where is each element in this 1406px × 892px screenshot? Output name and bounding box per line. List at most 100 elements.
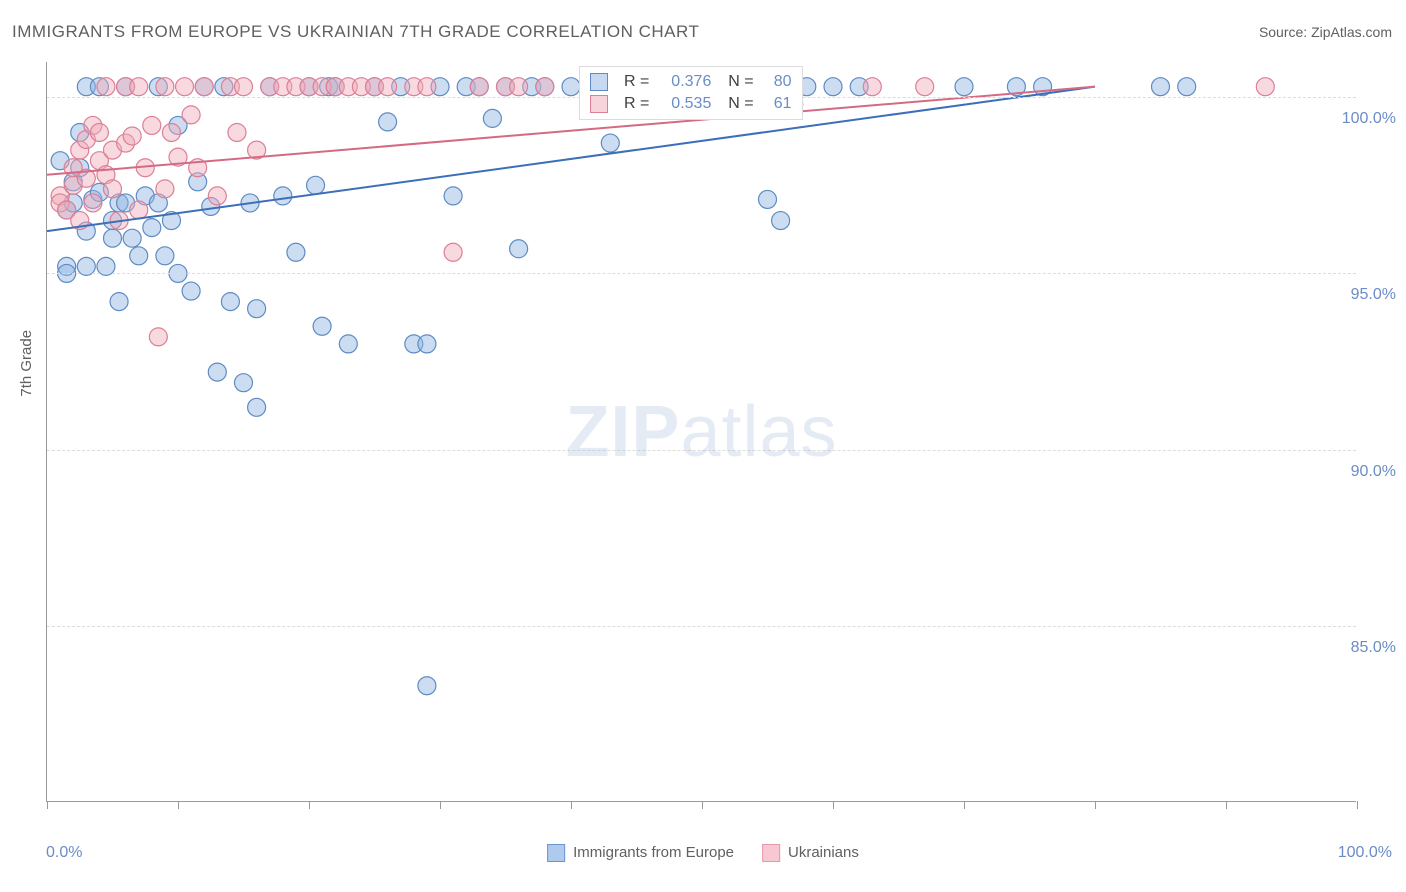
stats-legend: R = 0.376 N = 80R = 0.535 N = 61 [579,66,803,120]
x-tick [964,801,965,809]
data-point[interactable] [123,229,141,247]
data-point[interactable] [235,374,253,392]
data-point[interactable] [418,335,436,353]
data-point[interactable] [1256,78,1274,96]
data-point[interactable] [307,176,325,194]
x-tick [833,801,834,809]
data-point[interactable] [90,123,108,141]
data-point[interactable] [863,78,881,96]
data-point[interactable] [562,78,580,96]
legend-item: Immigrants from Europe [547,844,734,862]
y-tick-label: 85.0% [1351,639,1396,657]
x-axis-min-label: 0.0% [46,844,82,862]
y-tick-label: 95.0% [1351,286,1396,304]
data-point[interactable] [208,187,226,205]
plot-area: ZIPatlas R = 0.376 N = 80R = 0.535 N = 6… [46,62,1356,802]
n-value: 80 [762,73,792,91]
source-link[interactable]: ZipAtlas.com [1311,24,1392,40]
data-point[interactable] [772,212,790,230]
chart-title: IMMIGRANTS FROM EUROPE VS UKRAINIAN 7TH … [12,22,699,42]
r-label: R = [624,95,649,113]
y-tick-label: 90.0% [1351,463,1396,481]
legend-swatch [762,844,780,862]
data-point[interactable] [418,78,436,96]
x-tick [178,801,179,809]
legend-label: Ukrainians [788,844,859,861]
data-point[interactable] [130,247,148,265]
data-point[interactable] [104,180,122,198]
data-point[interactable] [130,78,148,96]
data-point[interactable] [162,123,180,141]
data-point[interactable] [1152,78,1170,96]
data-point[interactable] [536,78,554,96]
data-point[interactable] [955,78,973,96]
data-point[interactable] [444,187,462,205]
data-point[interactable] [444,243,462,261]
data-point[interactable] [313,317,331,335]
data-point[interactable] [248,398,266,416]
data-point[interactable] [221,293,239,311]
data-point[interactable] [84,194,102,212]
n-value: 61 [762,95,792,113]
y-tick-label: 100.0% [1342,110,1396,128]
n-label: N = [719,95,753,113]
stats-row: R = 0.535 N = 61 [590,93,792,115]
data-point[interactable] [379,78,397,96]
data-point[interactable] [339,335,357,353]
data-point[interactable] [156,247,174,265]
legend-swatch [590,95,608,113]
scatter-svg [47,62,1356,801]
trend-line [47,87,1095,231]
legend-swatch [547,844,565,862]
n-label: N = [719,73,753,91]
data-point[interactable] [248,300,266,318]
x-tick [440,801,441,809]
data-point[interactable] [759,190,777,208]
data-point[interactable] [195,78,213,96]
r-label: R = [624,73,649,91]
data-point[interactable] [130,201,148,219]
data-point[interactable] [274,187,292,205]
data-point[interactable] [510,240,528,258]
data-point[interactable] [97,78,115,96]
data-point[interactable] [287,243,305,261]
x-tick [47,801,48,809]
data-point[interactable] [1178,78,1196,96]
data-point[interactable] [208,363,226,381]
source-label: Source: [1259,24,1311,40]
data-point[interactable] [235,78,253,96]
data-point[interactable] [182,106,200,124]
source-attribution: Source: ZipAtlas.com [1259,24,1392,40]
data-point[interactable] [601,134,619,152]
data-point[interactable] [470,78,488,96]
x-tick [1095,801,1096,809]
data-point[interactable] [182,282,200,300]
data-point[interactable] [123,127,141,145]
gridline-h [47,450,1356,451]
series-legend: Immigrants from Europe Ukrainians [547,844,859,862]
data-point[interactable] [176,78,194,96]
data-point[interactable] [143,116,161,134]
data-point[interactable] [143,219,161,237]
data-point[interactable] [483,109,501,127]
stats-row: R = 0.376 N = 80 [590,71,792,93]
data-point[interactable] [149,328,167,346]
data-point[interactable] [156,180,174,198]
data-point[interactable] [916,78,934,96]
data-point[interactable] [379,113,397,131]
x-tick [702,801,703,809]
legend-label: Immigrants from Europe [573,844,734,861]
data-point[interactable] [418,677,436,695]
data-point[interactable] [156,78,174,96]
data-point[interactable] [104,229,122,247]
x-tick [1357,801,1358,809]
data-point[interactable] [824,78,842,96]
r-value: 0.376 [657,73,711,91]
x-tick [1226,801,1227,809]
data-point[interactable] [110,293,128,311]
data-point[interactable] [510,78,528,96]
gridline-h [47,626,1356,627]
data-point[interactable] [228,123,246,141]
x-axis-max-label: 100.0% [1338,844,1392,862]
r-value: 0.535 [657,95,711,113]
